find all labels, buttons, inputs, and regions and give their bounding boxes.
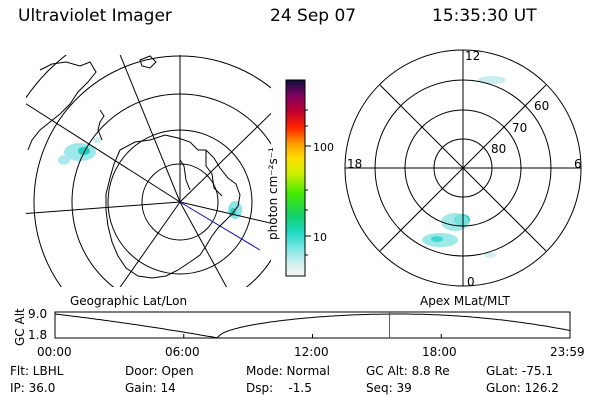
xtick-1200: 12:00 bbox=[294, 345, 329, 359]
filter-value: Flt: LBHL bbox=[10, 364, 64, 378]
geographic-lon: GLon: 126.2 bbox=[486, 381, 559, 395]
colorbar bbox=[285, 79, 306, 277]
colorbar-unit-label: photon cm⁻²s⁻¹ bbox=[266, 147, 280, 240]
mlat-label-60: 60 bbox=[534, 99, 549, 113]
xtick-0000: 00:00 bbox=[37, 345, 72, 359]
dsp-value: Dsp: -1.5 bbox=[246, 381, 312, 395]
timeline-ylabel: GC Alt bbox=[13, 308, 27, 346]
colorbar-tick-10: 10 bbox=[313, 231, 327, 244]
timeline-left-title: Geographic Lat/Lon bbox=[70, 294, 187, 308]
ip-value: IP: 36.0 bbox=[10, 381, 56, 395]
mlt-label-0: 0 bbox=[467, 275, 475, 289]
mlt-label-12: 12 bbox=[465, 49, 480, 63]
antarctica-coastline bbox=[105, 134, 241, 279]
geographic-map bbox=[26, 55, 271, 287]
timeline-right-title: Apex MLat/MLT bbox=[420, 294, 510, 308]
timeline-ymin: 1.8 bbox=[28, 328, 47, 342]
gc-altitude: GC Alt: 8.8 Re bbox=[366, 364, 450, 378]
altitude-timeline bbox=[54, 311, 571, 339]
geographic-lat: GLat: -75.1 bbox=[486, 364, 553, 378]
south-america-coastline bbox=[27, 61, 97, 151]
instrument-title: Ultraviolet Imager bbox=[18, 6, 172, 26]
timeline-ymax: 9.0 bbox=[28, 307, 47, 321]
apex-map bbox=[344, 49, 582, 287]
xtick-2359: 23:59 bbox=[550, 345, 585, 359]
xtick-0600: 06:00 bbox=[165, 345, 200, 359]
mlat-label-80: 80 bbox=[491, 142, 506, 156]
door-status: Door: Open bbox=[125, 364, 194, 378]
date-label: 24 Sep 07 bbox=[270, 6, 357, 26]
mode-value: Mode: Normal bbox=[246, 364, 330, 378]
time-label: 15:35:30 UT bbox=[432, 6, 537, 26]
mlt-label-6: 6 bbox=[574, 157, 582, 171]
gain-value: Gain: 14 bbox=[125, 381, 176, 395]
colorbar-tick-100: 100 bbox=[313, 141, 334, 154]
mlt-label-18: 18 bbox=[347, 157, 362, 171]
altitude-curve bbox=[54, 313, 571, 339]
mlat-label-70: 70 bbox=[512, 121, 527, 135]
sequence-number: Seq: 39 bbox=[366, 381, 412, 395]
xtick-1800: 18:00 bbox=[422, 345, 457, 359]
